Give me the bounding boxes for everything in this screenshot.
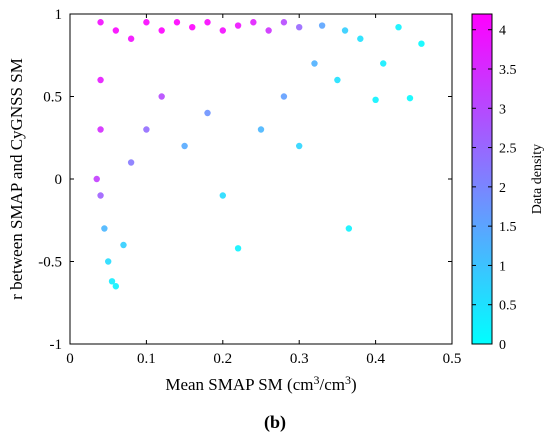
- data-point: [204, 19, 211, 26]
- data-point: [296, 142, 303, 150]
- data-point: [127, 35, 135, 42]
- data-point: [97, 192, 104, 199]
- data-point: [418, 40, 425, 47]
- axes: 0 0.1 0.2 0.3 0.4 0.5 -1 -0.5 0 0.5 1: [38, 7, 461, 367]
- colorbar-tick-label: 3.5: [499, 63, 517, 78]
- data-point: [257, 126, 265, 133]
- data-point: [234, 22, 242, 29]
- data-point: [143, 19, 150, 26]
- colorbar-label: Data density: [530, 144, 545, 214]
- x-tick-label: 0: [66, 351, 74, 367]
- data-point: [345, 225, 353, 232]
- x-axis-label: Mean SMAP SM (cm3/cm3): [165, 373, 356, 394]
- data-point: [219, 27, 226, 34]
- y-tick-label: -0.5: [38, 255, 62, 271]
- data-point: [181, 142, 188, 150]
- data-point: [296, 24, 303, 31]
- data-point: [143, 126, 150, 133]
- x-tick-label: 0.3: [290, 351, 309, 367]
- data-point: [120, 241, 127, 249]
- data-point: [334, 76, 341, 84]
- x-tick-label: 0.5: [443, 351, 462, 367]
- colorbar: [472, 14, 492, 344]
- colorbar-tick-label: 1.5: [499, 220, 517, 235]
- data-point: [250, 19, 257, 26]
- data-point: [97, 19, 104, 26]
- y-tick-label: -1: [50, 337, 63, 353]
- data-point: [112, 27, 120, 34]
- colorbar-tick-label: 2: [499, 181, 506, 196]
- data-point: [372, 96, 379, 104]
- colorbar-ticks: 0 0.5 1 1.5 2 2.5 3 3.5 4: [472, 24, 517, 353]
- colorbar-tick-label: 0: [499, 338, 506, 353]
- data-point: [173, 19, 181, 26]
- scatter-points: [93, 19, 425, 290]
- data-point: [189, 24, 196, 31]
- colorbar-tick-label: 0.5: [499, 299, 517, 314]
- data-point: [97, 126, 104, 133]
- data-point: [280, 19, 288, 26]
- data-point: [265, 27, 272, 34]
- plot-area: [70, 14, 452, 344]
- data-point: [101, 225, 108, 232]
- x-tick-label: 0.4: [366, 351, 385, 367]
- data-point: [406, 94, 414, 102]
- data-point: [357, 35, 364, 42]
- data-point: [158, 93, 165, 100]
- y-tick-label: 0.5: [43, 90, 62, 106]
- x-tick-label: 0.2: [213, 351, 232, 367]
- y-tick-label: 0: [55, 172, 63, 188]
- data-point: [97, 76, 104, 84]
- data-point: [127, 159, 135, 166]
- colorbar-tick-label: 4: [499, 24, 506, 39]
- data-point: [380, 60, 387, 67]
- colorbar-tick-label: 1: [499, 259, 506, 274]
- x-tick-label: 0.1: [137, 351, 156, 367]
- data-point: [311, 60, 318, 67]
- data-point: [280, 93, 288, 100]
- data-point: [219, 192, 226, 199]
- data-point: [204, 109, 211, 117]
- y-tick-label: 1: [55, 7, 63, 23]
- data-point: [112, 283, 120, 290]
- data-point: [318, 22, 326, 29]
- data-point: [93, 175, 100, 183]
- figure-caption: (b): [264, 412, 286, 433]
- colorbar-tick-label: 2.5: [499, 142, 517, 157]
- data-point: [158, 27, 165, 34]
- y-axis-label: r between SMAP and CyGNSS SM: [7, 58, 26, 300]
- data-point: [105, 258, 112, 265]
- data-point: [234, 245, 242, 252]
- colorbar-tick-label: 3: [499, 102, 506, 117]
- data-point: [341, 27, 349, 34]
- colorbar-frame: [471, 13, 493, 345]
- data-point: [108, 278, 116, 285]
- data-point: [395, 24, 402, 31]
